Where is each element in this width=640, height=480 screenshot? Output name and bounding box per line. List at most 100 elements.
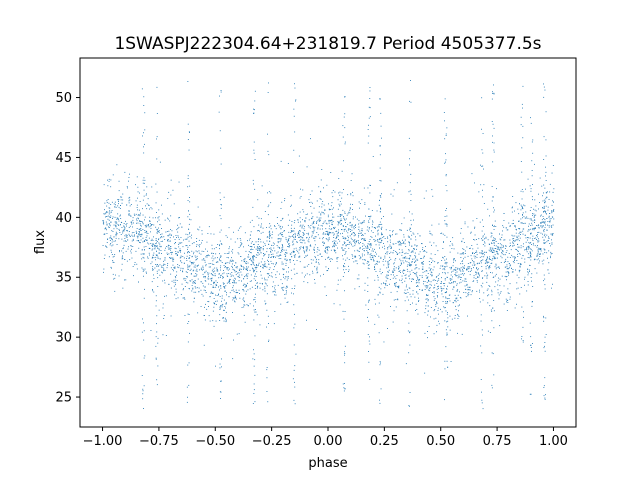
data-point: [158, 216, 160, 218]
data-point: [438, 323, 440, 325]
data-point: [520, 247, 522, 249]
data-point: [437, 286, 438, 288]
data-point: [495, 273, 497, 275]
data-point: [366, 262, 368, 264]
data-point: [540, 223, 542, 224]
data-point: [304, 220, 306, 221]
data-point: [552, 191, 554, 193]
data-point: [505, 271, 507, 273]
data-point: [363, 250, 365, 252]
data-point: [220, 391, 222, 393]
data-point: [170, 194, 172, 196]
data-point: [317, 254, 319, 256]
data-point: [180, 256, 182, 258]
data-point: [358, 243, 360, 245]
data-point: [364, 238, 366, 240]
data-point: [370, 185, 371, 186]
data-point: [399, 242, 401, 243]
data-point: [180, 260, 181, 262]
data-point: [449, 267, 451, 269]
data-point: [224, 286, 225, 288]
data-point: [389, 244, 391, 246]
data-point: [183, 277, 185, 279]
data-point: [311, 212, 313, 214]
data-point: [518, 250, 519, 252]
data-point: [205, 265, 207, 267]
data-point: [180, 250, 182, 251]
data-point: [203, 344, 205, 346]
data-point: [390, 234, 392, 236]
data-point: [396, 233, 398, 235]
data-point: [405, 260, 406, 262]
data-point: [203, 315, 205, 316]
data-point: [254, 267, 256, 268]
data-point: [243, 290, 245, 292]
data-point: [323, 232, 325, 234]
data-point: [331, 224, 333, 225]
data-point: [530, 122, 532, 124]
data-point: [322, 228, 323, 230]
data-point: [415, 274, 417, 276]
data-point: [272, 253, 274, 255]
data-point: [512, 269, 514, 270]
data-point: [170, 273, 172, 275]
data-point: [257, 285, 259, 287]
data-point: [392, 321, 394, 323]
data-point: [115, 233, 117, 235]
data-point: [207, 272, 208, 274]
data-point: [389, 256, 391, 258]
data-point: [408, 137, 410, 139]
data-point: [527, 237, 528, 238]
data-point: [444, 220, 446, 222]
data-point: [326, 248, 328, 250]
data-point: [131, 223, 133, 225]
data-point: [229, 273, 231, 275]
data-point: [387, 271, 389, 273]
data-point: [169, 237, 171, 239]
data-point: [286, 252, 287, 254]
data-point: [545, 171, 547, 173]
data-point: [152, 268, 153, 270]
data-point: [126, 225, 127, 227]
data-point: [214, 257, 216, 259]
data-point: [534, 209, 536, 211]
data-point: [198, 291, 200, 293]
data-point: [333, 234, 335, 236]
data-point: [444, 278, 446, 279]
data-point: [534, 215, 535, 217]
data-point: [285, 249, 287, 251]
data-point: [207, 250, 208, 252]
data-point: [161, 253, 162, 254]
data-point: [141, 331, 143, 333]
data-point: [344, 354, 345, 356]
data-point: [225, 266, 226, 267]
data-point: [165, 231, 167, 233]
data-point: [390, 291, 392, 293]
data-point: [167, 240, 169, 242]
data-point: [142, 223, 144, 225]
data-point: [455, 305, 456, 307]
data-point: [503, 254, 505, 256]
data-point: [315, 236, 317, 238]
data-point: [115, 237, 117, 239]
data-point: [156, 315, 158, 317]
data-point: [162, 334, 164, 336]
data-point: [461, 240, 463, 242]
data-point: [121, 202, 123, 204]
data-point: [379, 145, 381, 146]
data-point: [429, 230, 431, 232]
data-point: [404, 270, 406, 271]
data-point: [146, 232, 148, 234]
data-point: [359, 203, 361, 204]
data-point: [162, 272, 163, 274]
data-point: [140, 230, 142, 231]
data-point: [415, 236, 416, 238]
data-point: [514, 235, 516, 237]
data-point: [379, 242, 381, 244]
data-point: [336, 242, 338, 244]
data-point: [233, 281, 235, 283]
data-point: [369, 248, 370, 250]
data-point: [492, 225, 493, 226]
data-point: [545, 192, 547, 194]
data-point: [145, 246, 147, 247]
